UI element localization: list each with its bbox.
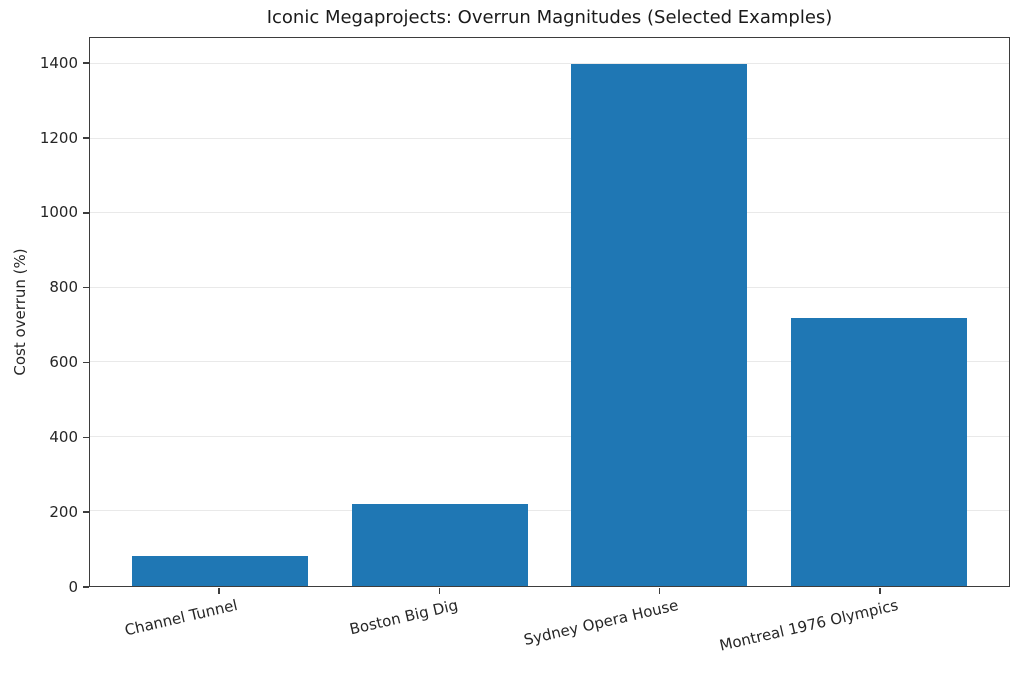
gridline — [90, 510, 1009, 512]
x-tick-label: Sydney Opera House — [521, 596, 680, 650]
chart-title: Iconic Megaprojects: Overrun Magnitudes … — [266, 7, 833, 28]
y-tick-mark — [83, 586, 89, 588]
y-tick-label: 800 — [49, 278, 78, 297]
y-tick-label: 600 — [49, 353, 78, 371]
y-tick-mark — [83, 511, 89, 513]
gridline — [90, 63, 1009, 65]
bar — [351, 504, 528, 586]
y-tick-label: 0 — [68, 577, 78, 596]
x-tick-label: Boston Big Dig — [347, 596, 460, 639]
x-tick-label: Channel Tunnel — [122, 596, 240, 640]
bar — [571, 64, 748, 586]
y-tick-label: 200 — [49, 502, 78, 521]
y-tick-mark — [83, 212, 89, 214]
y-tick-mark — [83, 436, 89, 439]
gridline — [90, 212, 1009, 214]
plot-area — [89, 37, 1010, 587]
x-tick-mark — [438, 588, 441, 594]
y-tick-mark — [83, 137, 89, 139]
x-tick-mark — [218, 588, 220, 594]
gridline — [90, 286, 1009, 288]
y-tick-label: 400 — [49, 427, 78, 446]
x-tick-mark — [658, 588, 661, 594]
y-tick-mark — [83, 361, 89, 364]
gridline — [90, 435, 1009, 437]
y-tick-mark — [83, 286, 89, 289]
y-tick-mark — [83, 62, 89, 64]
bar — [791, 317, 968, 586]
x-tick-label: Montreal 1976 Olympics — [717, 596, 901, 655]
x-tick-mark — [879, 588, 881, 594]
y-axis-label: Cost overrun (%) — [11, 248, 29, 376]
y-tick-label: 1000 — [39, 203, 78, 222]
y-tick-label: 1200 — [39, 128, 78, 147]
gridline — [90, 361, 1009, 363]
gridline — [90, 137, 1009, 139]
bar — [131, 556, 308, 586]
y-tick-label: 1400 — [39, 53, 78, 72]
